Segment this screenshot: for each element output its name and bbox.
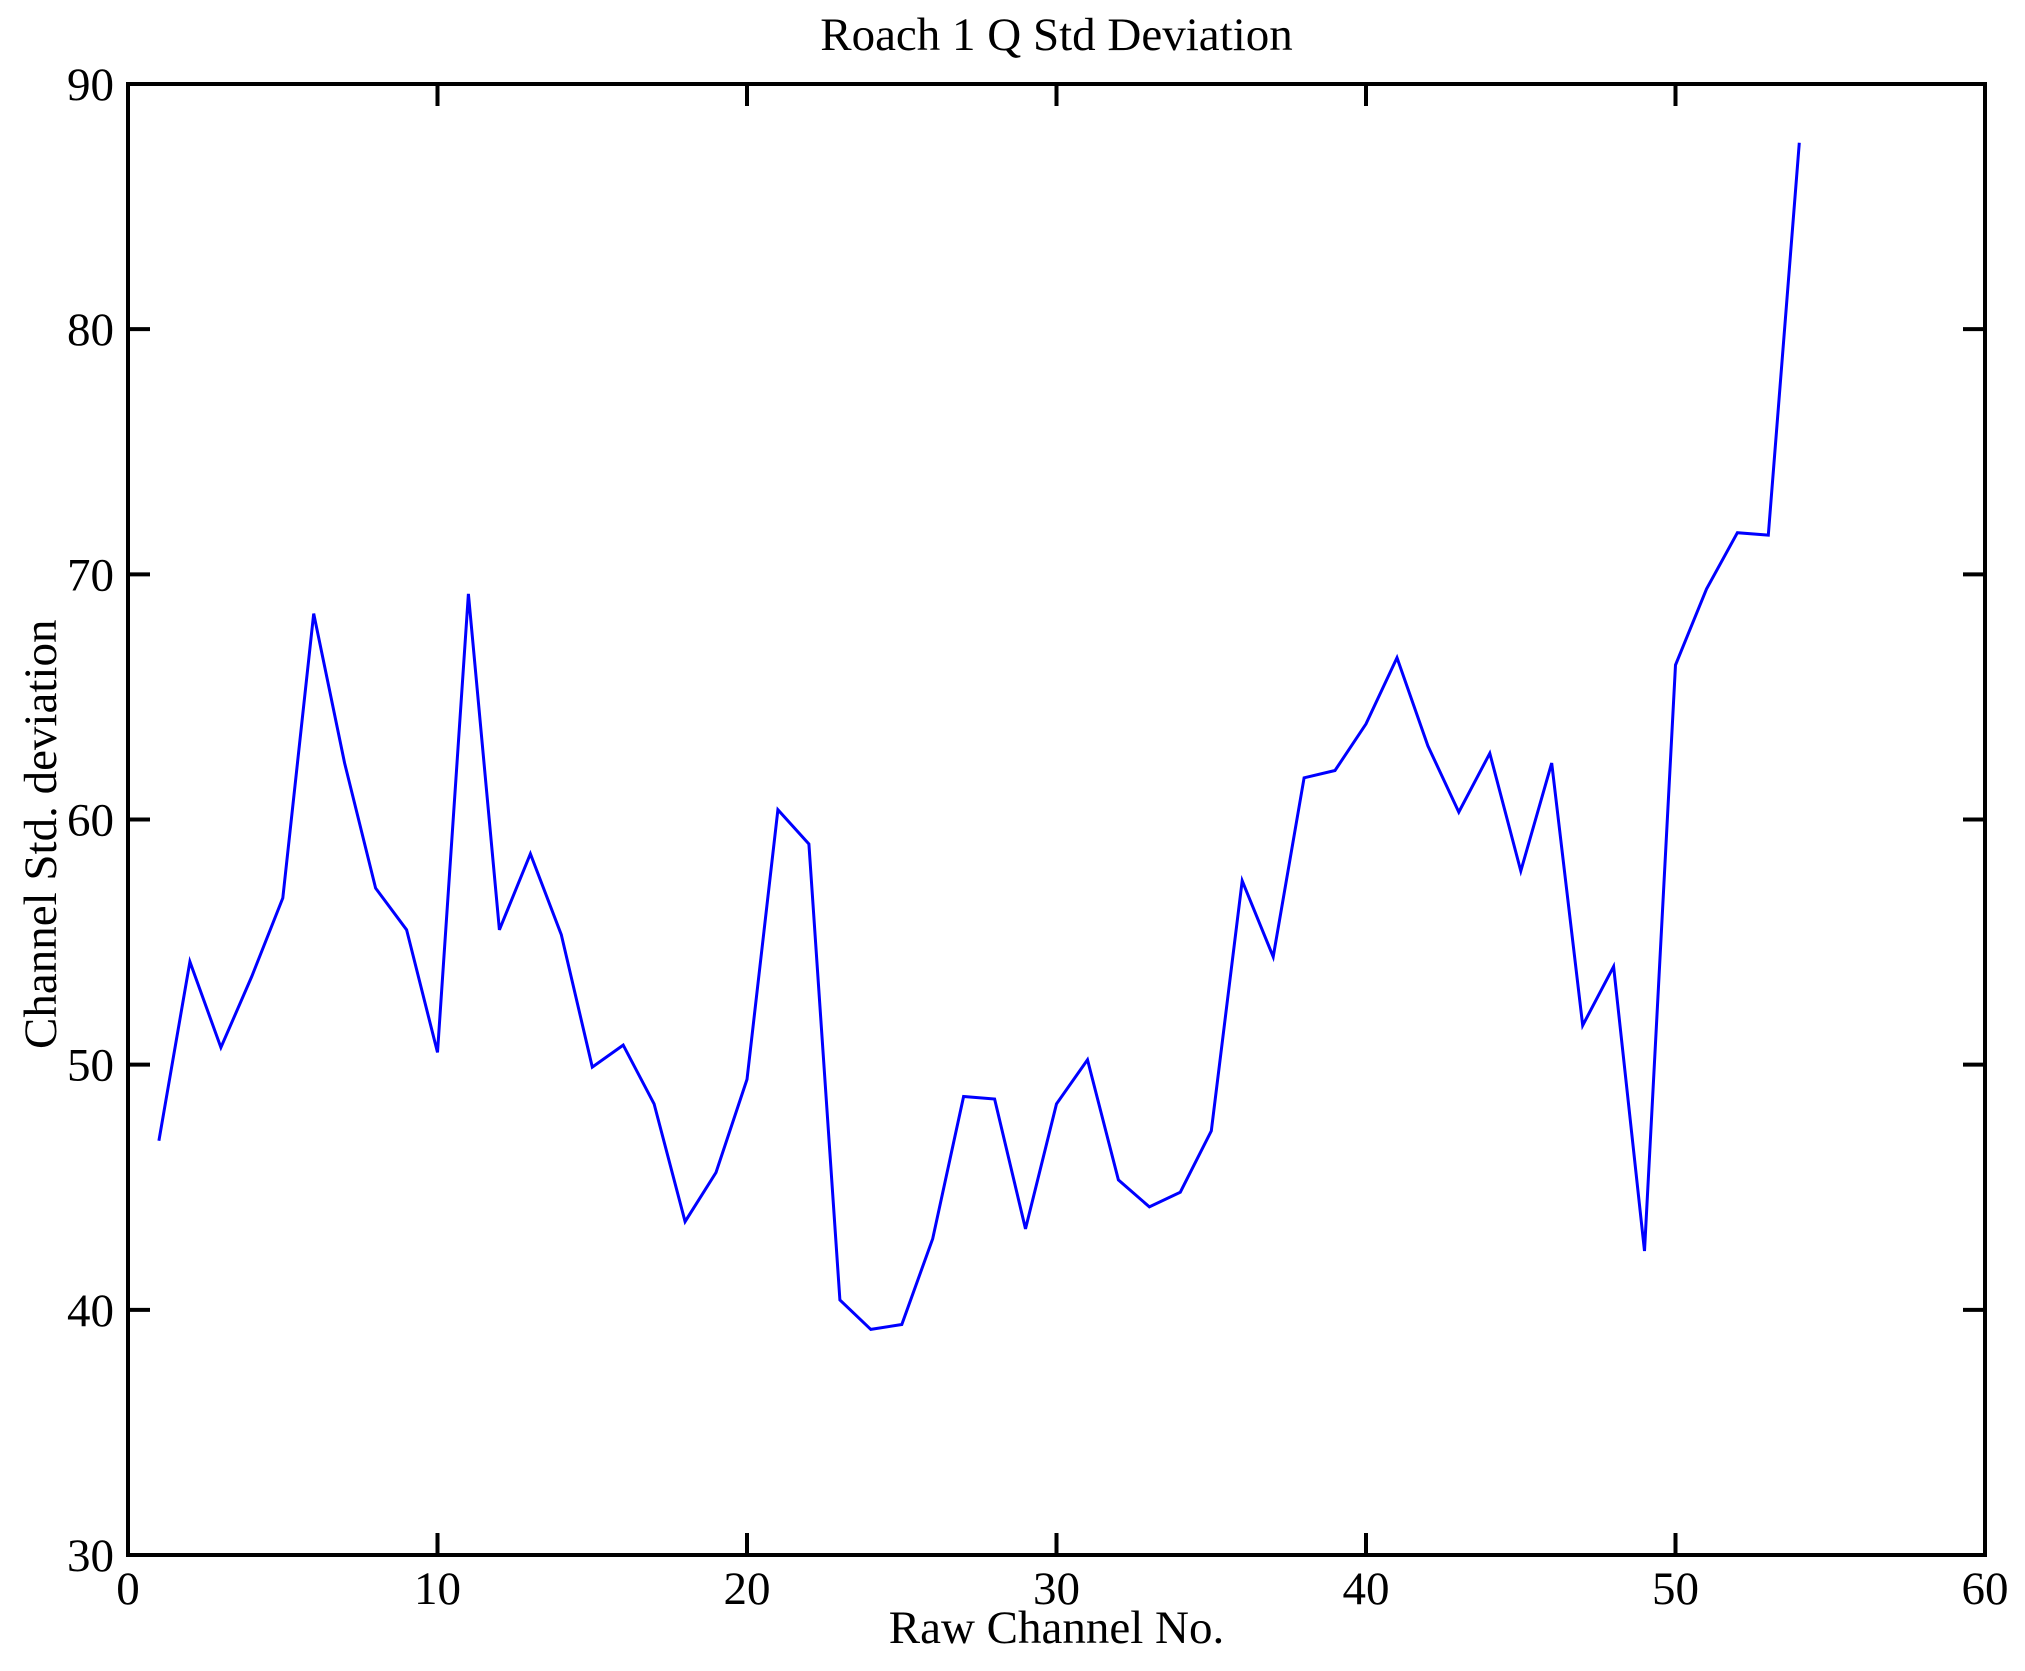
x-tick-label: 60 [1962,1563,2009,1615]
x-tick-label: 10 [414,1563,461,1615]
y-tick-label: 30 [67,1530,114,1582]
y-tick-label: 40 [67,1285,114,1337]
x-tick-label: 40 [1343,1563,1390,1615]
y-tick-label: 70 [67,549,114,601]
x-tick-label: 30 [1033,1563,1080,1615]
x-axis-label: Raw Channel No. [888,1602,1225,1654]
chart-title: Roach 1 Q Std Deviation [820,9,1293,61]
data-series-line [157,142,1801,1331]
y-tick-label: 50 [67,1040,114,1092]
y-tick-label: 60 [67,795,114,847]
x-tick-label: 0 [116,1563,140,1615]
axis-frame [126,82,1987,1557]
y-tick-label: 90 [67,59,114,111]
x-tick-label: 50 [1652,1563,1699,1615]
y-tick-label: 80 [67,304,114,356]
x-tick-label: 20 [724,1563,771,1615]
